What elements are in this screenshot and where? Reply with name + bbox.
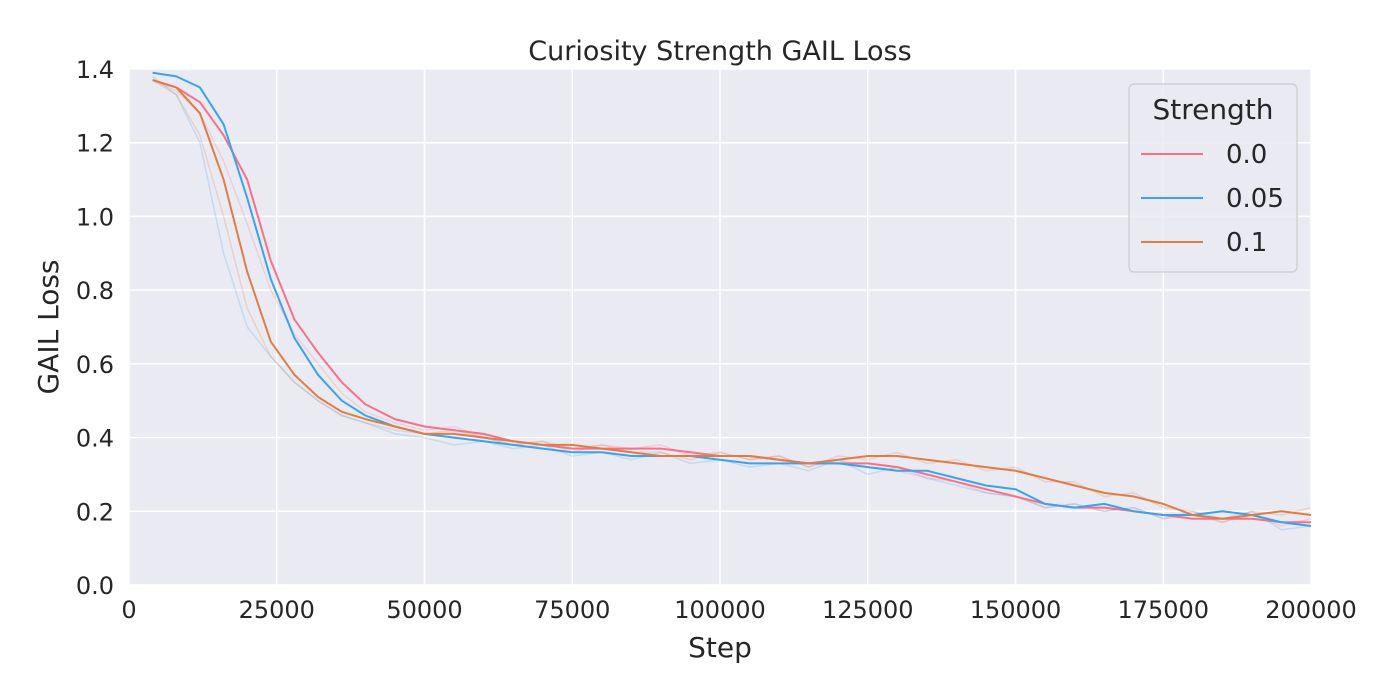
series-line-0	[152, 79, 1311, 524]
series-line-1	[152, 71, 1312, 527]
y-tick-label: 0.0	[76, 572, 114, 600]
y-tick-label: 0.6	[76, 351, 114, 379]
legend-box	[1128, 83, 1298, 273]
x-tick-label: 175000	[1117, 596, 1209, 624]
y-tick-label: 0.4	[76, 425, 114, 453]
x-tick-label: 100000	[674, 596, 766, 624]
x-tick-label: 200000	[1265, 596, 1357, 624]
x-tick-label: 0	[121, 596, 136, 624]
legend-label: 0.1	[1226, 228, 1267, 258]
legend-title: Strength	[1152, 93, 1273, 126]
y-tick-label: 0.2	[76, 498, 114, 526]
x-tick-labels: 0 25000 50000 75000 100000 125000 150000 175000…	[121, 596, 1356, 624]
legend-items: 0.0 0.05 0.1	[1141, 140, 1284, 258]
x-tick-label: 125000	[822, 596, 914, 624]
series-line-2	[152, 79, 1312, 520]
x-axis-label: Step	[688, 631, 752, 664]
x-tick-label: 25000	[239, 596, 315, 624]
legend-label: 0.0	[1226, 140, 1267, 170]
y-tick-label: 0.8	[76, 277, 114, 305]
y-tick-labels: 0.0 0.2 0.4 0.6 0.8 1.0 1.2 1.4	[76, 56, 114, 600]
raw-series-line-1	[152, 75, 1312, 531]
legend: Strength 0.0 0.05 0.1	[1128, 83, 1298, 273]
x-tick-label: 75000	[534, 596, 610, 624]
legend-label: 0.05	[1226, 184, 1284, 214]
smoothed-series-lines	[152, 71, 1312, 527]
y-tick-label: 1.0	[76, 203, 114, 231]
chart-title: Curiosity Strength GAIL Loss	[528, 36, 911, 67]
y-tick-label: 1.4	[76, 56, 114, 84]
x-tick-label: 50000	[386, 596, 462, 624]
x-tick-label: 150000	[970, 596, 1062, 624]
y-tick-label: 1.2	[76, 130, 114, 158]
y-axis-label: GAIL Loss	[32, 259, 65, 394]
